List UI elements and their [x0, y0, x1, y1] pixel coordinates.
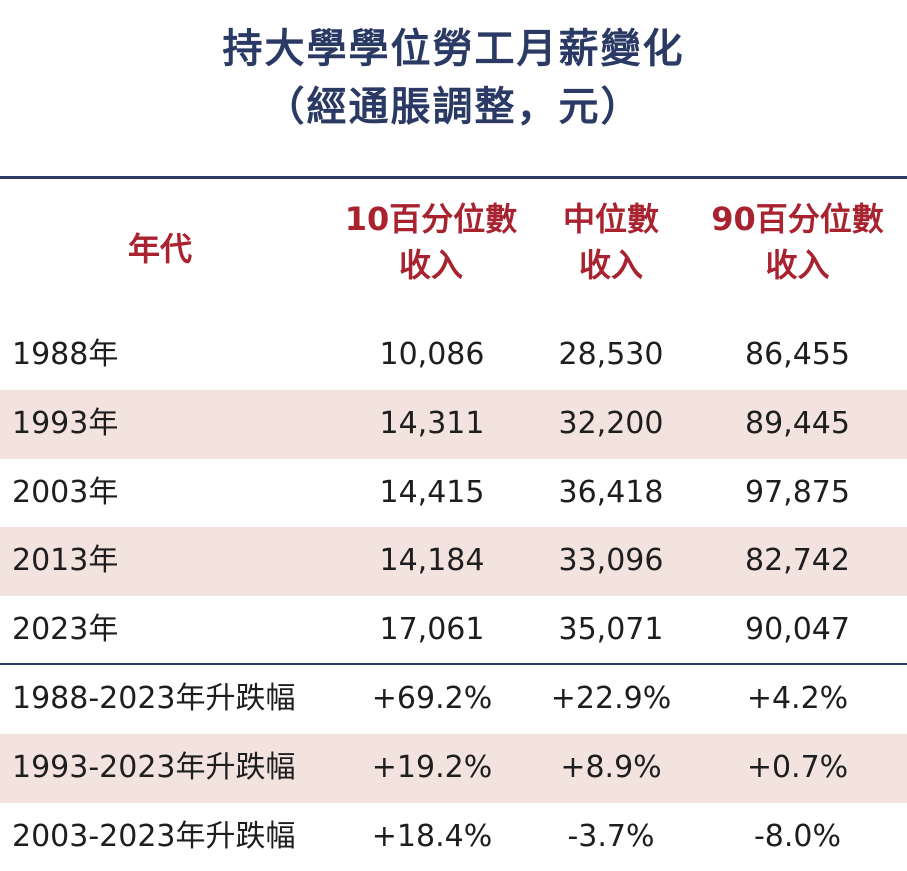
cell-median: 33,096 — [558, 543, 664, 579]
cell-p90: 82,742 — [745, 543, 850, 579]
cell-median: 28,530 — [558, 337, 664, 372]
cell-median: 36,418 — [558, 474, 664, 510]
change-row: 2003-2023年升跌幅 +18.4% -3.7% -8.0% — [0, 803, 907, 871]
table-row: 1988年 10,086 28,530 86,455 — [0, 321, 907, 390]
cell-period: 1988-2023年升跌幅 — [12, 680, 296, 716]
header-p90: 90百分位數 收入 — [688, 196, 907, 288]
title-line-1: 持大學學位勞工月薪變化 — [222, 26, 685, 72]
cell-p90: 90,047 — [745, 612, 850, 648]
cell-p90-change: +0.7% — [746, 749, 849, 785]
cell-p90-change: +4.2% — [746, 680, 849, 716]
header-p10: 10百分位數 收入 — [328, 196, 534, 288]
change-row: 1993-2023年升跌幅 +19.2% +8.9% +0.7% — [0, 733, 907, 803]
header-year-label: 年代 — [127, 230, 192, 268]
title-line-2: （經通脹調整，元） — [264, 84, 643, 130]
cell-median: 35,071 — [558, 612, 664, 648]
cell-median: 32,200 — [558, 405, 664, 441]
cell-year: 1993年 — [12, 405, 119, 441]
cell-p10: 10,086 — [379, 337, 485, 372]
cell-median-change: +22.9% — [550, 680, 672, 716]
cell-p10-change: +69.2% — [371, 680, 493, 716]
chart-title: 持大學學位勞工月薪變化 （經通脹調整，元） — [0, 0, 907, 136]
cell-p90: 86,455 — [745, 337, 850, 372]
cell-p90: 97,875 — [745, 474, 850, 510]
top-rule — [0, 176, 907, 179]
cell-year: 2023年 — [12, 612, 119, 648]
cell-median-change: +8.9% — [560, 749, 662, 785]
cell-p90-change: -8.0% — [753, 818, 842, 854]
table-row: 2013年 14,184 33,096 82,742 — [0, 527, 907, 597]
cell-median-change: -3.7% — [567, 818, 655, 854]
cell-period: 2003-2023年升跌幅 — [12, 818, 296, 854]
table-header: 年代 10百分位數 收入 中位數 收入 90百分位數 收入 — [0, 196, 907, 306]
section-divider — [0, 663, 907, 665]
cell-p10: 14,311 — [379, 405, 485, 441]
cell-p10: 14,184 — [379, 543, 485, 579]
header-median: 中位數 收入 — [547, 196, 675, 288]
header-year: 年代 — [60, 226, 260, 272]
cell-p10: 14,415 — [379, 474, 485, 510]
header-p10-line1: 10百分位數 — [344, 200, 518, 238]
table-row: 1993年 14,311 32,200 89,445 — [0, 389, 907, 459]
header-p90-line2: 收入 — [765, 246, 830, 284]
cell-year: 2003年 — [12, 474, 119, 510]
cell-p90: 89,445 — [745, 405, 850, 441]
table-row: 2023年 17,061 35,071 90,047 — [0, 596, 907, 665]
header-median-line2: 收入 — [578, 246, 643, 284]
cell-year: 2013年 — [12, 543, 119, 579]
cell-year: 1988年 — [12, 337, 119, 372]
data-table: 1988年 10,086 28,530 86,455 1993年 14,311 … — [0, 321, 907, 871]
change-row: 1988-2023年升跌幅 +69.2% +22.9% +4.2% — [0, 665, 907, 734]
table-row: 2003年 14,415 36,418 97,875 — [0, 459, 907, 528]
cell-p10: 17,061 — [379, 612, 485, 648]
header-median-line1: 中位數 — [562, 200, 659, 238]
cell-period: 1993-2023年升跌幅 — [12, 749, 296, 785]
cell-p10-change: +19.2% — [371, 749, 493, 785]
header-p90-line1: 90百分位數 — [711, 200, 884, 238]
header-p10-line2: 收入 — [398, 246, 463, 284]
cell-p10-change: +18.4% — [371, 818, 493, 854]
